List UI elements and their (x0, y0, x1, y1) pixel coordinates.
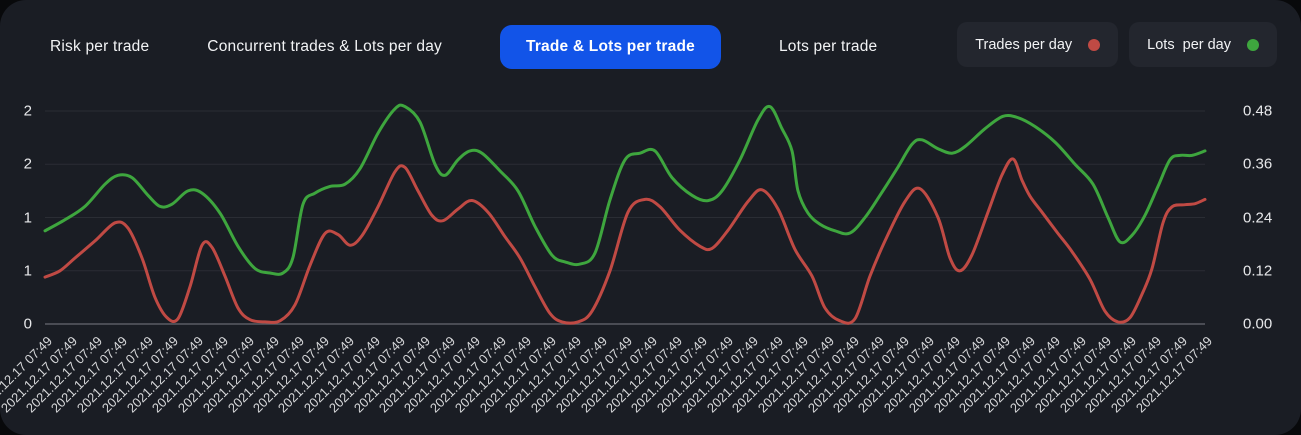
y-left-tick-label: 0 (23, 315, 32, 333)
green-series-dot-icon (1247, 38, 1259, 51)
legend-item-lots-per-day[interactable]: Lots per day (1129, 22, 1277, 67)
legend-label: Trades per day (975, 36, 1073, 53)
tab-trade-and-lots-per-trade[interactable]: Trade & Lots per trade (500, 24, 721, 69)
series-line-trades-per-day (43, 157, 1207, 325)
y-right-tick-label: 0.24 (1243, 209, 1273, 226)
y-left-tick-label: 2 (23, 102, 32, 120)
y-right-tick-label: 0.12 (1243, 262, 1273, 280)
y-right-tick-label: 0.00 (1243, 315, 1273, 333)
series-line-lots-per-day (43, 103, 1207, 276)
tab-bar: Risk per trade Concurrent trades & Lots … (50, 24, 877, 69)
y-right-tick-label: 0.48 (1243, 102, 1273, 120)
legend-item-trades-per-day[interactable]: Trades per day (957, 22, 1119, 67)
legend: Trades per day Lots per day (957, 22, 1277, 67)
tab-risk-per-trade[interactable]: Risk per trade (50, 37, 150, 55)
y-left-tick-label: 1 (23, 209, 32, 226)
red-series-dot-icon (1088, 38, 1101, 51)
legend-label: Lots per day (1147, 36, 1231, 53)
y-right-tick-label: 0.36 (1243, 155, 1273, 173)
tab-concurrent-trades-lots-per-day[interactable]: Concurrent trades & Lots per day (207, 37, 443, 55)
y-left-tick-label: 2 (23, 155, 32, 173)
tab-lots-per-trade[interactable]: Lots per trade (778, 37, 878, 55)
y-left-tick-label: 1 (23, 262, 32, 280)
